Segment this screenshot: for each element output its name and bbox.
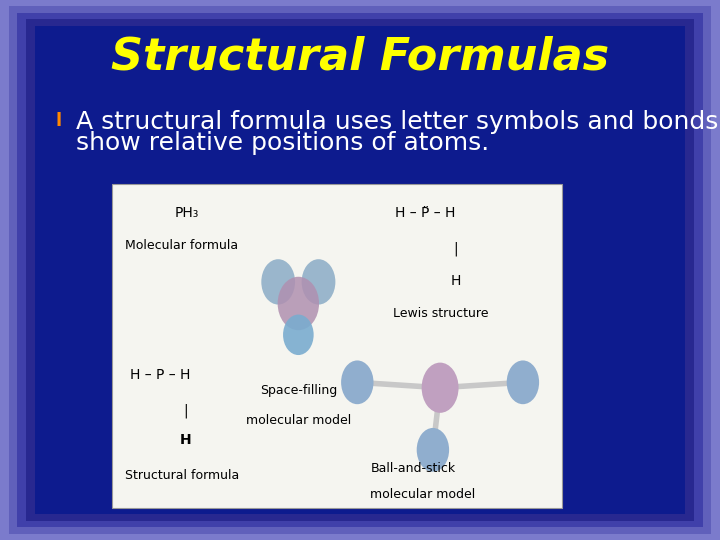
Text: Structural formula: Structural formula xyxy=(125,469,239,482)
Ellipse shape xyxy=(507,361,539,404)
Ellipse shape xyxy=(417,428,449,472)
Ellipse shape xyxy=(283,314,314,355)
Text: Structural Formulas: Structural Formulas xyxy=(111,35,609,78)
Text: H – P̈ – H: H – P̈ – H xyxy=(395,206,456,220)
FancyBboxPatch shape xyxy=(9,6,711,534)
Text: H: H xyxy=(451,274,461,288)
Text: PH₃: PH₃ xyxy=(174,206,199,220)
Text: H: H xyxy=(180,433,192,447)
Text: Space-filling: Space-filling xyxy=(260,384,337,397)
FancyBboxPatch shape xyxy=(17,13,703,527)
Text: A structural formula uses letter symbols and bonds to: A structural formula uses letter symbols… xyxy=(76,110,720,133)
Text: l: l xyxy=(56,112,62,131)
FancyBboxPatch shape xyxy=(26,19,694,521)
Text: H – P – H: H – P – H xyxy=(130,368,190,382)
Ellipse shape xyxy=(278,276,319,330)
Ellipse shape xyxy=(261,259,295,305)
FancyBboxPatch shape xyxy=(112,184,562,508)
Text: molecular model: molecular model xyxy=(246,414,351,427)
FancyBboxPatch shape xyxy=(35,26,685,514)
Ellipse shape xyxy=(341,361,374,404)
Text: Lewis structure: Lewis structure xyxy=(393,307,488,320)
Text: Ball-and-stick: Ball-and-stick xyxy=(370,462,456,475)
Ellipse shape xyxy=(422,363,459,413)
Text: molecular model: molecular model xyxy=(370,488,476,501)
FancyBboxPatch shape xyxy=(35,26,685,514)
Text: |: | xyxy=(454,241,458,255)
Text: Molecular formula: Molecular formula xyxy=(125,239,238,252)
Text: |: | xyxy=(184,403,188,417)
Text: show relative positions of atoms.: show relative positions of atoms. xyxy=(76,131,489,155)
Ellipse shape xyxy=(302,259,336,305)
